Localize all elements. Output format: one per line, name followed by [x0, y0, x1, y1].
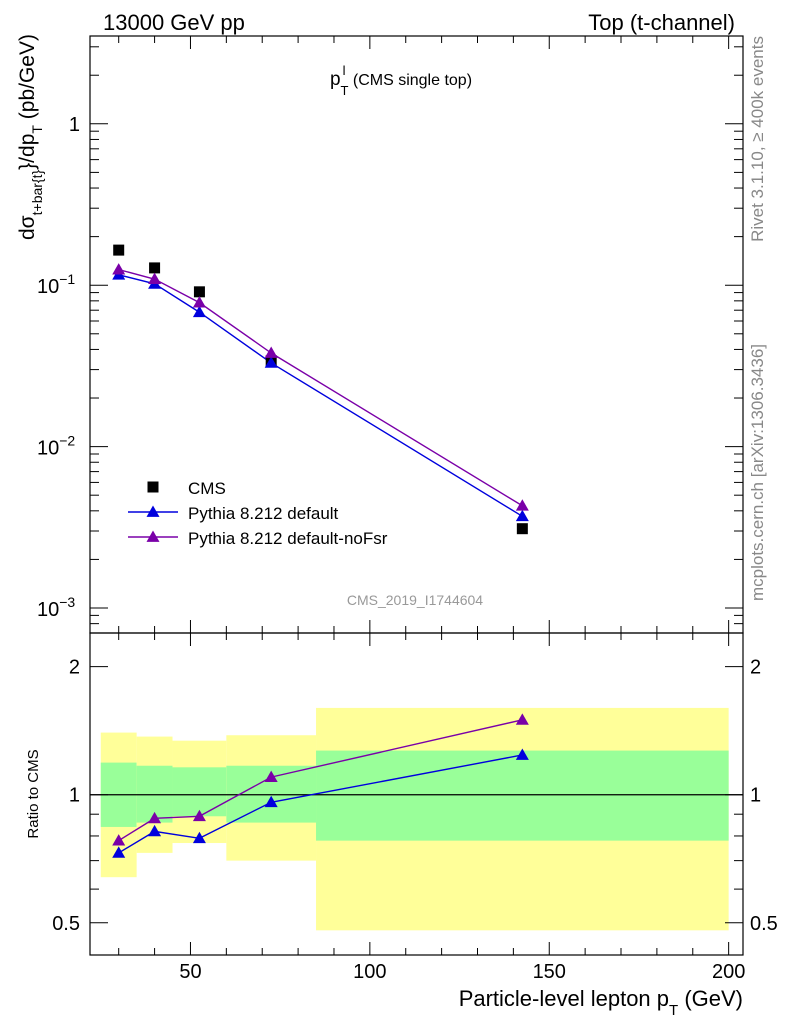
pythia-nofsr-point: [264, 346, 278, 358]
pythia-default-point: [264, 356, 278, 368]
ratio-panel: 50 100 150 200 0.5 0.5 1 1 2 2 Ratio to CMS Particl…: [25, 632, 778, 1019]
ratio-pythia-default-point: [192, 831, 206, 844]
main-y-tick-label: 1: [69, 114, 80, 136]
ratio-pythia-nofsr-point: [192, 809, 206, 822]
legend-label: Pythia 8.212 default: [188, 504, 339, 523]
x-axis-label: Particle-level lepton pT (GeV): [459, 986, 743, 1019]
cms-point: [193, 286, 205, 298]
legend-label: CMS: [188, 479, 226, 498]
pythia-default-line: [118, 274, 523, 517]
ratio-y-tick-label-right: 0.5: [750, 913, 778, 935]
cms-point: [113, 244, 125, 256]
ratio-pythia-default-point: [112, 846, 126, 858]
pythia-nofsr-line: [118, 268, 523, 507]
ratio-y-tick-label-left: 0.5: [52, 913, 80, 935]
ratio-pythia-nofsr-point: [264, 770, 278, 783]
ratio-y-tick-label-left: 2: [69, 657, 80, 679]
pythia-nofsr-point: [515, 499, 529, 511]
legend-label: Pythia 8.212 default-noFsr: [188, 529, 388, 548]
legend-marker: [146, 530, 160, 542]
main-y-tick-label: 10−1: [37, 271, 75, 298]
ratio-y-tick-label-right: 1: [750, 785, 761, 807]
pythia-nofsr-point: [192, 296, 206, 308]
uncertainty-band-inner-2: [172, 767, 227, 817]
pythia-default-point: [515, 509, 529, 522]
ratio-y-tick-label-left: 1: [69, 785, 80, 807]
main-panel: 1 10−1 10−2 10−3 CMS Pythia 8.212 default Pyth…: [16, 34, 744, 634]
legend: CMS Pythia 8.212 default Pythia 8.212 defa…: [128, 479, 388, 548]
ratio-pythia-default-point: [148, 824, 162, 837]
ratio-pythia-default-point: [515, 748, 529, 760]
cms-point: [149, 262, 161, 274]
ratio-y-tick-label-right: 2: [750, 657, 761, 679]
rivet-version-label: Rivet 3.1.10, ≥ 400k events: [748, 36, 767, 242]
pythia-nofsr-point: [112, 263, 126, 275]
legend-marker: [146, 505, 160, 517]
pythia-default-point: [192, 305, 206, 318]
ratio-y-axis-label: Ratio to CMS: [25, 749, 42, 838]
mcplots-source-label: mcplots.cern.ch [arXiv:1306.3436]: [748, 344, 767, 601]
cms-point: [516, 523, 528, 535]
x-tick-label: 100: [353, 961, 386, 983]
main-y-axis-label: dσt+bar{t}}/dpT (pb/GeV): [16, 34, 45, 240]
analysis-watermark: CMS_2019_I1744604: [347, 592, 483, 608]
x-tick-label: 200: [712, 961, 745, 983]
x-tick-label: 150: [533, 961, 566, 983]
ratio-plot-frame: [89, 632, 744, 956]
ratio-pythia-nofsr-point: [148, 811, 162, 824]
uncertainty-band-inner-4: [316, 750, 729, 841]
ratio-pythia-nofsr-point: [515, 713, 529, 725]
x-tick-label: 50: [179, 961, 201, 983]
pythia-nofsr-point: [148, 272, 162, 285]
header-process: 13000 GeV pp: [103, 10, 245, 35]
main-y-tick-label: 10−2: [37, 433, 75, 460]
legend-marker-cms: [147, 481, 159, 493]
header-channel: Top (t-channel): [588, 10, 735, 35]
ratio-pythia-nofsr-point: [112, 834, 126, 846]
ratio-pythia-default-point: [264, 795, 278, 808]
main-y-tick-label: 10−3: [37, 594, 75, 621]
